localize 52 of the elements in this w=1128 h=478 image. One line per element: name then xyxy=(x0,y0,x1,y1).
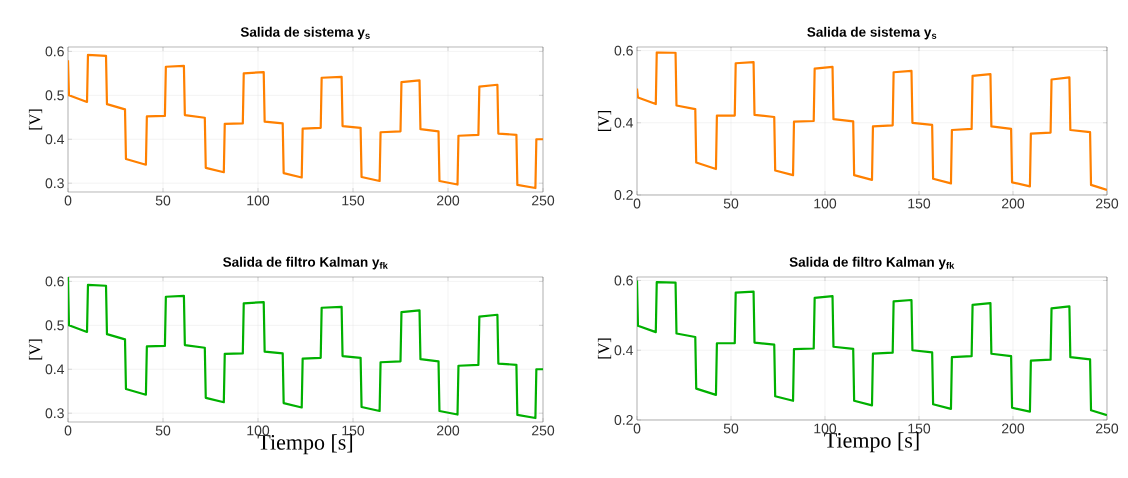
y-axis-title: [V] xyxy=(28,109,43,130)
x-tick-label: 50 xyxy=(723,423,739,434)
x-tick-label: 0 xyxy=(64,195,72,206)
x-tick-label: 0 xyxy=(633,423,641,434)
x-tick-label: 100 xyxy=(814,198,837,209)
x-axis-title: Tiempo [s] xyxy=(824,432,919,453)
y-axis-title: [V] xyxy=(597,338,612,359)
x-tick-label: 150 xyxy=(908,198,931,209)
x-tick-label: 200 xyxy=(1002,198,1025,209)
chart-title: Salida de sistema y$_{s}$ xyxy=(240,26,370,40)
y-tick-label: 0.3 xyxy=(45,408,64,419)
line-series xyxy=(68,53,543,190)
line-series xyxy=(637,279,1107,417)
x-tick-label: 50 xyxy=(723,198,739,209)
y-tick-label: 0.6 xyxy=(614,45,633,56)
x-tick-label: 250 xyxy=(1096,423,1119,434)
y-tick-label: 0.6 xyxy=(45,276,64,287)
x-tick-label: 100 xyxy=(814,423,837,434)
y-axis-title: [V] xyxy=(597,111,612,131)
y-tick-label: 0.5 xyxy=(45,320,64,331)
x-tick-label: 0 xyxy=(64,425,72,436)
y-tick-label: 0.5 xyxy=(45,90,64,101)
chart-title: Salida de sistema y$_{s}$ xyxy=(807,26,937,40)
x-tick-label: 250 xyxy=(532,195,555,206)
y-tick-label: 0.2 xyxy=(614,415,633,425)
line-series xyxy=(68,276,543,420)
y-tick-label: 0.4 xyxy=(45,134,65,145)
y-tick-label: 0.2 xyxy=(614,190,633,200)
chart-title: Salida de filtro Kalman y$_{fk}$ xyxy=(789,256,955,270)
line-series xyxy=(637,51,1107,192)
x-tick-label: 200 xyxy=(1002,423,1025,434)
y-tick-label: 0.3 xyxy=(45,178,64,189)
x-tick-label: 100 xyxy=(247,425,270,436)
x-tick-label: 200 xyxy=(437,425,460,436)
y-tick-label: 0.6 xyxy=(45,46,64,57)
x-tick-label: 250 xyxy=(532,425,555,436)
x-tick-label: 50 xyxy=(155,425,171,436)
y-tick-label: 0.4 xyxy=(45,364,65,375)
x-tick-label: 250 xyxy=(1096,198,1119,209)
y-tick-label: 0.4 xyxy=(614,345,634,356)
x-axis-title: Tiempo [s] xyxy=(257,434,353,455)
y-axis-title: [V] xyxy=(28,339,43,360)
x-tick-label: 150 xyxy=(342,425,365,436)
y-tick-label: 0.4 xyxy=(614,117,634,128)
x-tick-label: 100 xyxy=(247,195,270,206)
x-tick-label: 150 xyxy=(342,195,365,206)
x-tick-label: 200 xyxy=(437,195,460,206)
y-tick-label: 0.6 xyxy=(614,275,633,286)
x-tick-label: 150 xyxy=(908,423,931,434)
x-tick-label: 0 xyxy=(633,198,641,209)
x-tick-label: 50 xyxy=(155,195,171,206)
chart-title: Salida de filtro Kalman y$_{fk}$ xyxy=(223,256,388,270)
